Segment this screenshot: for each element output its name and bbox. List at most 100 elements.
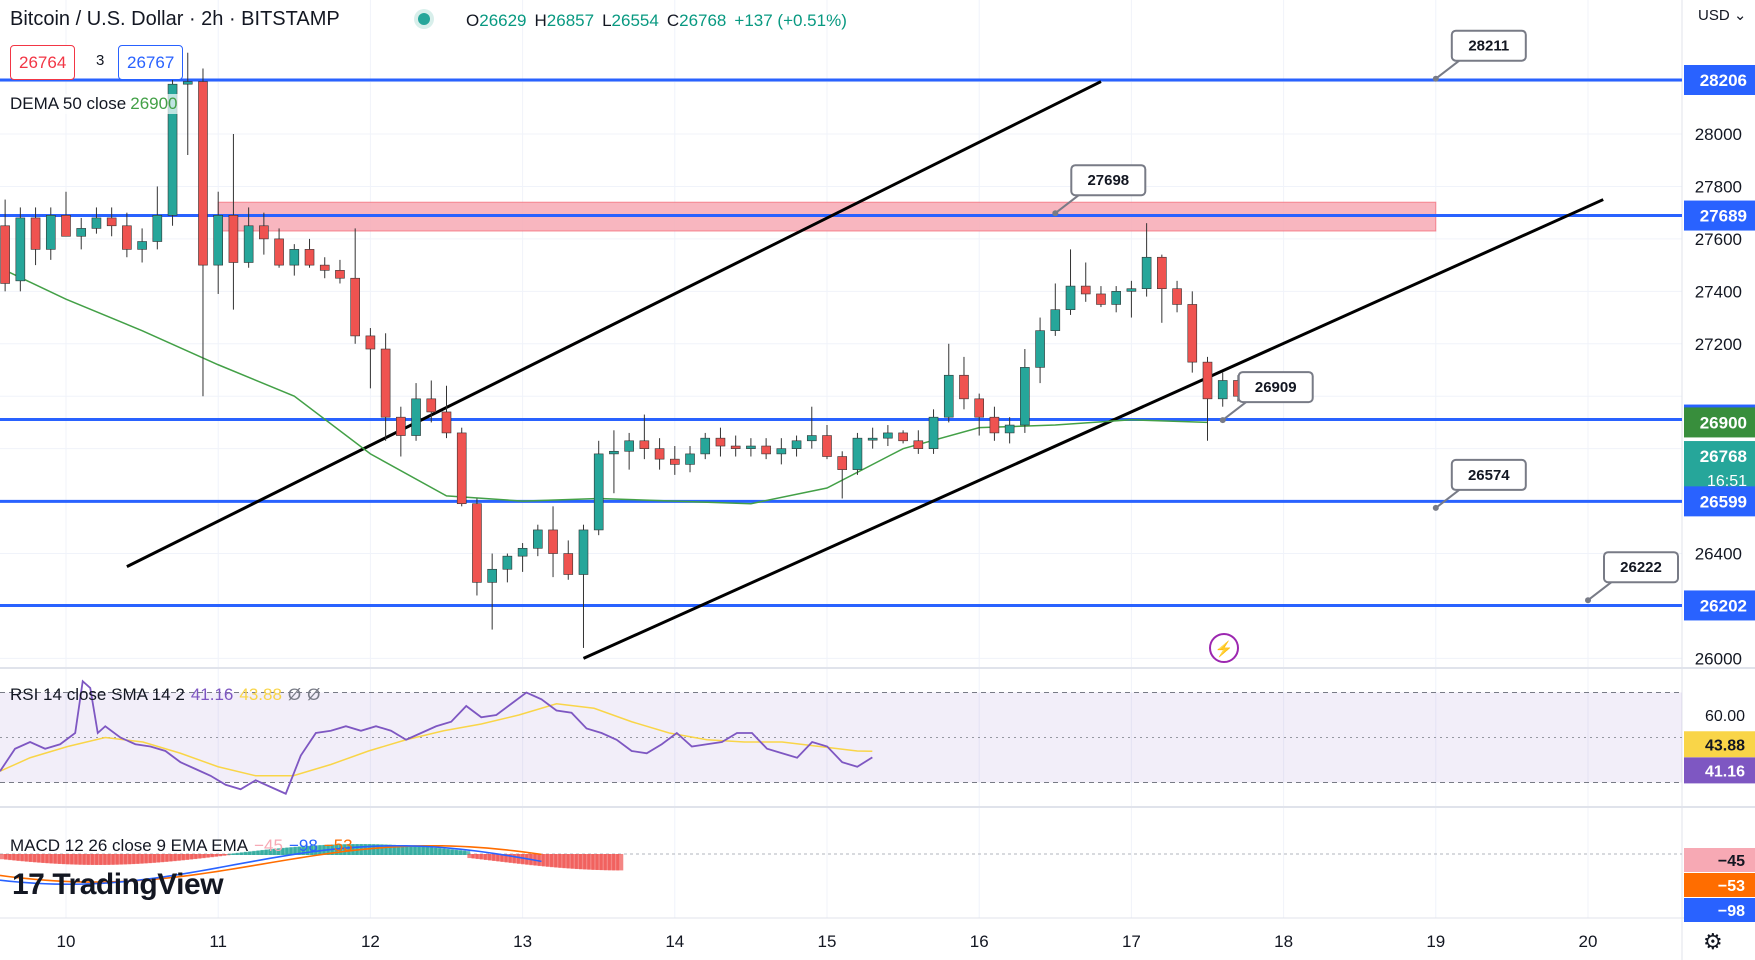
macd-histogram-bar [281, 847, 289, 855]
candle [380, 333, 391, 441]
macd-scale-label [1684, 873, 1755, 897]
macd-legend[interactable]: MACD 12 26 close 9 EMA EMA −45 −98 −53 [10, 836, 353, 856]
time-axis-tick: 15 [818, 932, 837, 951]
macd-histogram-bar [41, 854, 49, 863]
candle-body [137, 241, 147, 250]
macd-histogram-bar [289, 847, 297, 855]
candle [487, 553, 497, 630]
macd-histogram-bar [603, 854, 611, 871]
chart-title: Bitcoin / U.S. Dollar · 2h · BITSTAMP [10, 8, 340, 30]
tradingview-mark-icon: 17 [12, 868, 45, 901]
candle-body [822, 435, 832, 457]
macd-histogram-bar [508, 854, 516, 863]
macd-histogram-bar [612, 854, 620, 871]
macd-histogram-bar [599, 854, 607, 871]
gear-icon[interactable]: ⚙ [1703, 929, 1723, 954]
rsi-sma-line [0, 702, 873, 777]
bar-countdown-text: 16:51 [1707, 473, 1747, 490]
macd-histogram-bar [442, 848, 450, 855]
callout-label: 27698 [1087, 172, 1129, 189]
candle [472, 498, 482, 596]
tradingview-logo[interactable]: 17 TradingView [12, 868, 224, 902]
macd-histogram-bar [252, 850, 260, 855]
price-scale-label-text: 26202 [1700, 596, 1747, 615]
candle-body [1111, 291, 1121, 305]
spread-value: 3 [96, 52, 105, 69]
candle [1111, 286, 1121, 313]
candle-body [213, 214, 223, 266]
candle-body [45, 214, 56, 250]
candle-body [274, 238, 284, 266]
candle [517, 543, 528, 572]
candle [730, 435, 741, 457]
candle [274, 228, 284, 268]
candle-body [593, 453, 604, 531]
candle-body [791, 440, 802, 449]
macd-histogram-bar [310, 845, 318, 855]
candle-body [152, 214, 163, 242]
rsi-legend[interactable]: RSI 14 close SMA 14 2 41.16 43.88 Ø Ø [10, 685, 320, 705]
candle-body [1126, 288, 1137, 292]
rsi-axis-tick: 60.00 [1705, 708, 1745, 725]
macd-histogram-bar [86, 854, 94, 865]
macd-histogram-bar [392, 845, 400, 855]
high-value: 26857 [546, 11, 595, 30]
macd-histogram-bar [496, 854, 504, 862]
macd-histogram-bar [206, 854, 214, 858]
candle-body [502, 555, 513, 570]
macd-signal-line [0, 844, 542, 883]
price-scale-label [1684, 441, 1755, 496]
macd-histogram-bar [583, 854, 591, 870]
dema-legend[interactable]: DEMA 50 close 26900 [10, 94, 178, 114]
candle [259, 212, 269, 255]
candle-body [30, 217, 41, 250]
macd-histogram-bar [49, 854, 57, 864]
buy-price-button[interactable]: 26767 [118, 45, 184, 80]
candle-body [746, 445, 756, 449]
macd-histogram-bar [504, 854, 512, 863]
candle-body [426, 398, 437, 413]
sell-price-button[interactable]: 26764 [10, 45, 76, 80]
macd-histogram-bar [4, 854, 12, 860]
candle [715, 427, 726, 457]
macd-histogram-bar [260, 849, 268, 855]
candle [1217, 372, 1228, 407]
callout-label: 26909 [1255, 379, 1297, 396]
price-axis-tick: 27400 [1695, 282, 1742, 301]
market-status-icon [418, 13, 430, 25]
candle [198, 68, 208, 397]
macd-histogram-bar [579, 854, 587, 870]
macd-histogram-bar [570, 854, 578, 869]
candle [654, 438, 665, 470]
candle-body [548, 529, 558, 554]
candle-body [1004, 424, 1015, 434]
macd-scale-label-text: −45 [1718, 853, 1745, 870]
callout-box [1237, 371, 1314, 404]
macd-histogram-bar [181, 854, 189, 860]
candle [319, 257, 330, 279]
candle [335, 259, 345, 284]
candle [396, 406, 406, 457]
rsi-sma-value: 43.88 [239, 685, 282, 704]
candle [928, 409, 939, 454]
macd-histogram-bar [177, 854, 185, 861]
candle [806, 406, 817, 449]
change-value: +137 (+0.51%) [734, 11, 847, 30]
candle [426, 380, 437, 423]
time-axis-tick: 16 [970, 932, 989, 951]
candle-body [806, 435, 817, 442]
candle-body [1202, 361, 1213, 400]
currency-selector[interactable]: USD ⌄ [1698, 6, 1746, 24]
macd-histogram-bar [194, 854, 202, 859]
candle-body [563, 553, 574, 575]
candle-body [913, 440, 924, 449]
candle-body [639, 440, 650, 449]
macd-histogram-bar [37, 854, 45, 863]
rsi-extra-1: Ø [287, 685, 302, 704]
candle [411, 383, 421, 441]
macd-histogram-bar [372, 844, 380, 855]
macd-value: −98 [288, 836, 318, 855]
macd-histogram-bar [297, 846, 305, 855]
candle [106, 207, 117, 237]
